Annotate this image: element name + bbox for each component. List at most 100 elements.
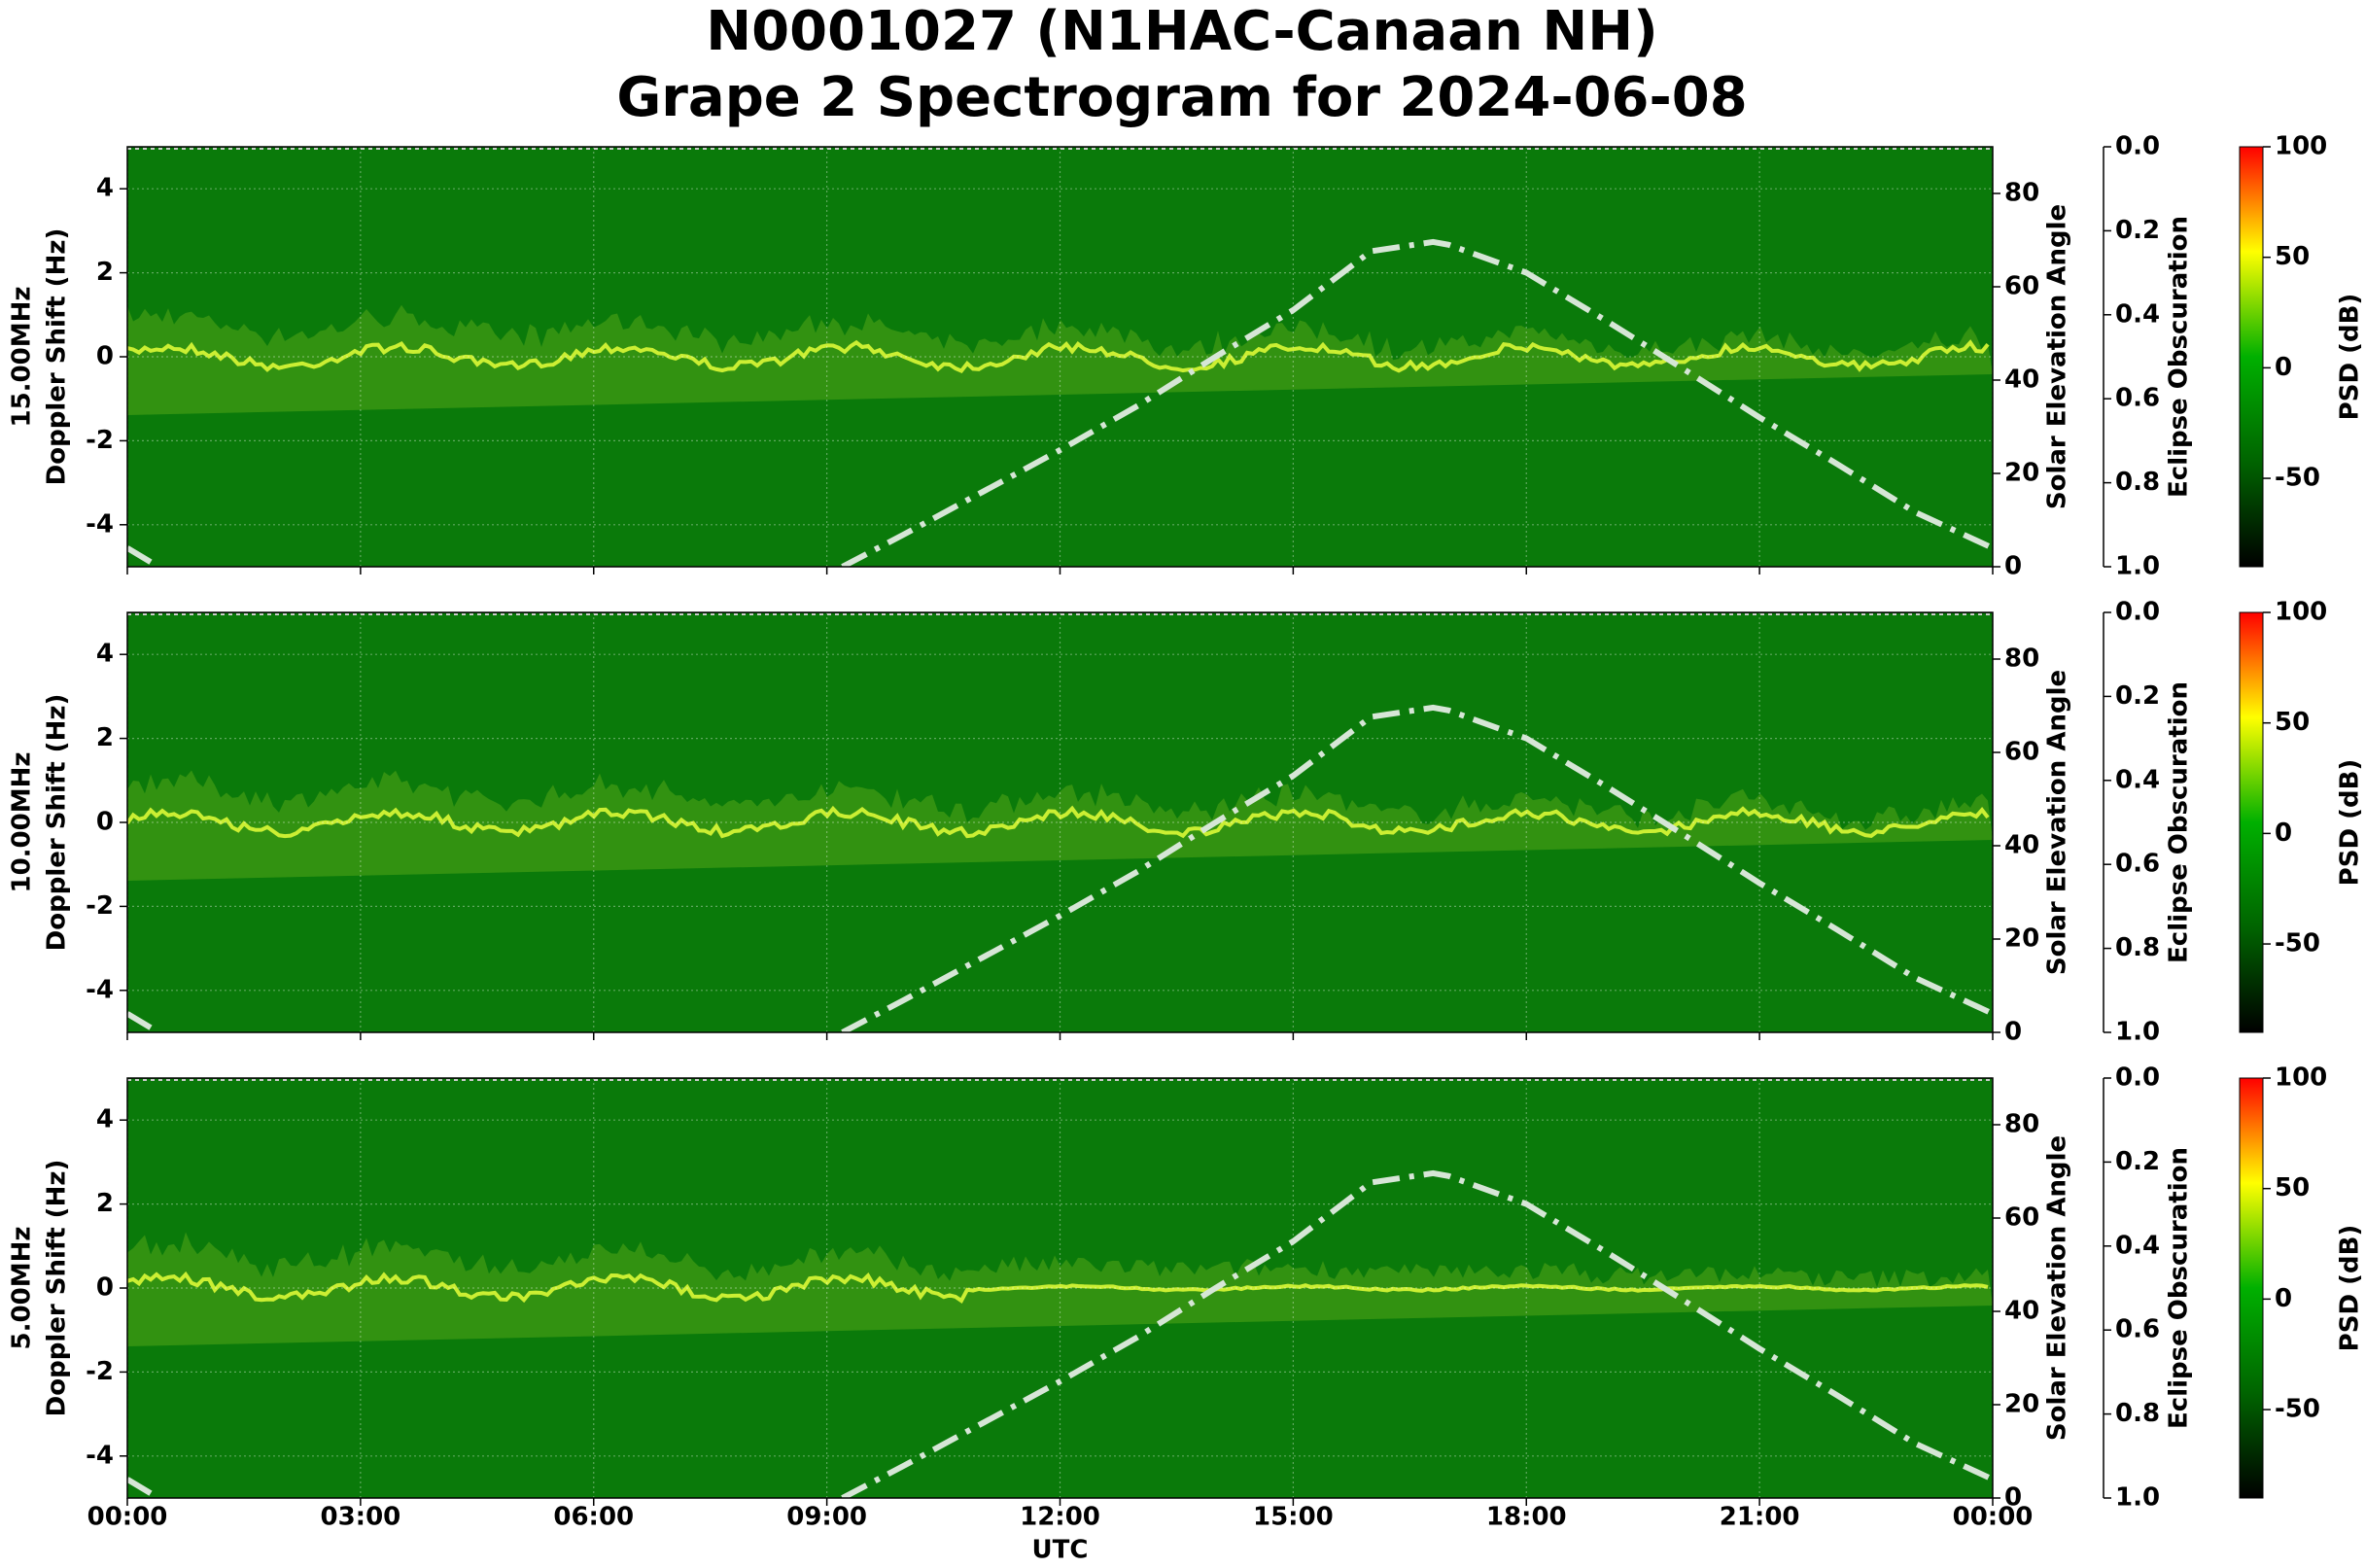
y2-tick-label: 40 (2004, 1297, 2039, 1326)
y-axis-label: Doppler Shift (Hz) (43, 694, 72, 952)
y3-tick-label: 0.8 (2115, 468, 2160, 497)
colorbar-label: PSD (dB) (2336, 759, 2365, 887)
colorbar-label: PSD (dB) (2336, 294, 2365, 421)
y2-tick-label: 20 (2004, 924, 2039, 954)
y3-axis-label: Eclipse Obscuration (2165, 681, 2194, 963)
y3-tick-label: 0.8 (2115, 933, 2160, 962)
y-axis-label: Doppler Shift (Hz) (43, 1160, 72, 1417)
plot-frame (126, 1077, 1994, 1499)
x-tick-label: 21:00 (1720, 1503, 1800, 1532)
y-tick-label: 0 (96, 342, 114, 371)
y3-tick-label: 0.2 (2115, 1147, 2160, 1176)
colorbar-tick-label: 50 (2275, 1173, 2310, 1202)
y3-tick-label: 0.0 (2115, 1063, 2160, 1093)
title-line: Grape 2 Spectrogram for 2024-06-08 (616, 66, 1747, 129)
y2-tick-label: 60 (2004, 272, 2039, 301)
y2-tick-label: 60 (2004, 738, 2039, 767)
y3-tick-label: 0.6 (2115, 850, 2160, 879)
y-tick-label: -2 (86, 891, 114, 921)
colorbar-tick-label: 0 (2275, 353, 2292, 382)
colorbar-tick-label: -50 (2275, 929, 2320, 958)
x-tick-label: 15:00 (1253, 1503, 1334, 1532)
spectrogram-texture (127, 770, 1993, 881)
y3-tick-label: 0.0 (2115, 598, 2160, 627)
y-tick-label: -2 (86, 426, 114, 455)
solar-elevation-line (127, 1169, 1993, 1498)
solar-elevation-line (127, 704, 1993, 1032)
y2-axis-label: Solar Elevation Angle (2043, 670, 2072, 975)
colorbar-tick-label: 100 (2275, 132, 2327, 161)
spectrogram (127, 612, 1993, 1032)
y-axis-label: Doppler Shift (Hz) (43, 228, 72, 486)
y-tick-label: 2 (96, 258, 114, 287)
y3-tick-label: 1.0 (2115, 1018, 2160, 1047)
y-tick-label: 2 (96, 1189, 114, 1218)
colorbar (2239, 146, 2264, 568)
colorbar-label: PSD (dB) (2336, 1225, 2365, 1352)
x-axis-label: UTC (1032, 1536, 1089, 1565)
y3-tick-label: 0.4 (2115, 765, 2160, 794)
y2-tick-label: 60 (2004, 1203, 2039, 1233)
y2-tick-label: 0 (2004, 1018, 2022, 1047)
y2-tick-label: 80 (2004, 645, 2039, 674)
y2-tick-label: 20 (2004, 1390, 2039, 1419)
y3-tick-label: 0.6 (2115, 384, 2160, 413)
y-tick-label: -4 (86, 975, 114, 1004)
x-tick-label: 03:00 (320, 1503, 400, 1532)
x-tick-label: 00:00 (87, 1503, 168, 1532)
colorbar-tick-label: 100 (2275, 1063, 2327, 1093)
y3-tick-label: 1.0 (2115, 1483, 2160, 1513)
y2-tick-label: 40 (2004, 366, 2039, 395)
y2-tick-label: 20 (2004, 459, 2039, 488)
y-tick-label: 4 (96, 174, 114, 203)
title-line: N0001027 (N1HAC-Canaan NH) (706, 0, 1657, 63)
y-tick-label: -4 (86, 1441, 114, 1470)
y3-axis-label: Eclipse Obscuration (2165, 216, 2194, 498)
y-axis-label: 15.00MHz (8, 286, 37, 427)
y-tick-label: -2 (86, 1357, 114, 1386)
x-tick-label: 06:00 (553, 1503, 634, 1532)
y2-tick-label: 40 (2004, 831, 2039, 860)
y3-tick-label: 0.6 (2115, 1315, 2160, 1344)
y-axis-label: 10.00MHz (8, 751, 37, 892)
plot-frame (126, 611, 1994, 1033)
plot-frame (126, 146, 1994, 568)
y-axis-label: 5.00MHz (8, 1227, 37, 1350)
colorbar-tick-label: 0 (2275, 819, 2292, 848)
x-tick-label: 18:00 (1486, 1503, 1567, 1532)
y-tick-label: 0 (96, 1273, 114, 1303)
y3-tick-label: 0.2 (2115, 216, 2160, 245)
y2-tick-label: 80 (2004, 1110, 2039, 1139)
y-tick-label: -4 (86, 509, 114, 539)
x-tick-label: 00:00 (1953, 1503, 2034, 1532)
y3-tick-label: 0.2 (2115, 681, 2160, 711)
y-tick-label: 0 (96, 808, 114, 837)
colorbar-tick-label: 100 (2275, 598, 2327, 627)
colorbar (2239, 1077, 2264, 1499)
y3-tick-label: 0.4 (2115, 1231, 2160, 1260)
y-tick-label: 4 (96, 640, 114, 669)
y2-axis-label: Solar Elevation Angle (2043, 204, 2072, 509)
y2-axis-label: Solar Elevation Angle (2043, 1135, 2072, 1441)
colorbar-tick-label: -50 (2275, 464, 2320, 493)
y3-tick-label: 0.0 (2115, 132, 2160, 161)
colorbar-tick-label: 50 (2275, 708, 2310, 737)
colorbar (2239, 611, 2264, 1033)
colorbar-tick-label: -50 (2275, 1395, 2320, 1424)
y3-tick-label: 0.4 (2115, 299, 2160, 329)
x-tick-label: 09:00 (786, 1503, 867, 1532)
y3-tick-label: 0.8 (2115, 1399, 2160, 1428)
y-tick-label: 4 (96, 1105, 114, 1134)
solar-elevation-line (127, 238, 1993, 567)
colorbar-tick-label: 0 (2275, 1284, 2292, 1313)
y-tick-label: 2 (96, 723, 114, 752)
spectrogram-texture (127, 1232, 1993, 1346)
x-tick-label: 12:00 (1020, 1503, 1100, 1532)
y2-tick-label: 80 (2004, 179, 2039, 208)
y3-tick-label: 1.0 (2115, 552, 2160, 581)
colorbar-tick-label: 50 (2275, 242, 2310, 271)
y2-tick-label: 0 (2004, 552, 2022, 581)
y3-axis-label: Eclipse Obscuration (2165, 1147, 2194, 1429)
y2-tick-label: 0 (2004, 1483, 2022, 1513)
